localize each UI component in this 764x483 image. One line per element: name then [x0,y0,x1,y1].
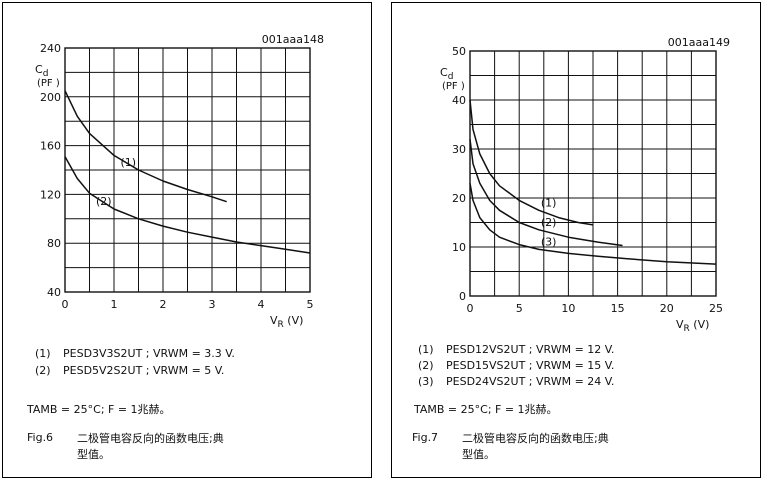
x-tick-label: 4 [258,298,265,311]
x-tick-label: 3 [209,298,216,311]
y-axis-label: Cd [440,66,453,82]
x-tick-label: 0 [467,302,474,315]
x-tick-label: 25 [709,302,723,315]
y-tick-label: 160 [40,140,61,153]
legend-item-1: (1) PESD12VS2UT ; VRWM = 12 V. [418,343,615,356]
y-tick-label: 40 [47,286,61,299]
plot-frame [469,50,717,297]
x-tick-label: 0 [62,298,69,311]
y-tick-label: 80 [47,237,61,250]
test-condition: TAMB = 25°C; F = 1兆赫。 [27,403,171,416]
figure-panel-7: 0 5 10 15 20 25 0 10 20 30 40 50 001aaa149 Cd (PF ) VR … [391,2,761,478]
x-tick-label: 15 [611,302,625,315]
legend-item-3: (3) PESD24VS2UT ; VRWM = 24 V. [418,375,615,388]
x-tick-label: 5 [516,302,523,315]
series-line-2 [64,156,311,254]
chart-fig6: 0 1 2 3 4 5 40 80 120 160 200 240 001aaa148 Cd(PF ) VR… [35,33,324,330]
series-line-2 [469,139,623,247]
x-tick-label: 20 [660,302,674,315]
test-condition: TAMB = 25°C; F = 1兆赫。 [414,403,558,416]
y-axis-unit: (PF ) [442,81,465,92]
figure-panel-6: 0 1 2 3 4 5 40 80 120 160 200 240 001aaa148 Cd (PF ) VR… [2,2,372,478]
y-tick-label: 50 [452,45,466,58]
x-axis-label: VR (V) [270,314,303,330]
legend-item-2: (2) PESD15VS2UT ; VRWM = 15 V. [418,359,615,372]
legend-item-1: (1) PESD3V3S2UT ; VRWM = 3.3 V. [35,347,235,360]
series-line-1 [469,99,594,226]
chart-fig7: 0 5 10 15 20 25 0 10 20 30 40 50 001aaa149 Cd(PF ) VR … [440,36,730,334]
y-tick-label: 40 [452,94,466,107]
y-tick-label: 120 [40,188,61,201]
figure-caption-text: 二极管电容反向的函数电压;典型值。 [77,432,224,461]
y-tick-label: 10 [452,241,466,254]
series-label-2: (2) [96,195,112,208]
series-label-1: (1) [541,196,557,209]
x-tick-label: 5 [307,298,314,311]
series-line-1 [64,90,227,203]
legend-item-2: (2) PESD5V2S2UT ; VRWM = 5 V. [35,364,225,377]
y-tick-label: 20 [452,192,466,205]
figure-caption: Fig.7 二极管电容反向的函数电压;典型值。 [412,431,672,465]
y-tick-label: 200 [40,91,61,104]
y-axis-label: Cd [35,63,48,79]
y-tick-label: 30 [452,143,466,156]
series-label-1: (1) [121,156,137,169]
series-line-3 [469,183,717,265]
series-label-2: (2) [541,216,557,229]
figure-id-label: 001aaa148 [262,33,324,46]
plot-frame [64,47,311,293]
x-tick-label: 10 [561,302,575,315]
x-tick-label: 2 [160,298,167,311]
figure-label: Fig.6 [27,431,54,444]
figure-id-label: 001aaa149 [668,36,730,49]
y-tick-label: 240 [40,42,61,55]
figure-caption-text: 二极管电容反向的函数电压;典型值。 [462,432,609,461]
series-label-3: (3) [541,235,557,248]
y-axis-unit: (PF ) [37,78,60,89]
x-tick-label: 1 [111,298,118,311]
figure-label: Fig.7 [412,431,439,444]
y-tick-label: 0 [459,290,466,303]
x-axis-label: VR (V) [676,318,709,334]
figure-caption: Fig.6 二极管电容反向的函数电压;典型值。 [27,431,287,465]
